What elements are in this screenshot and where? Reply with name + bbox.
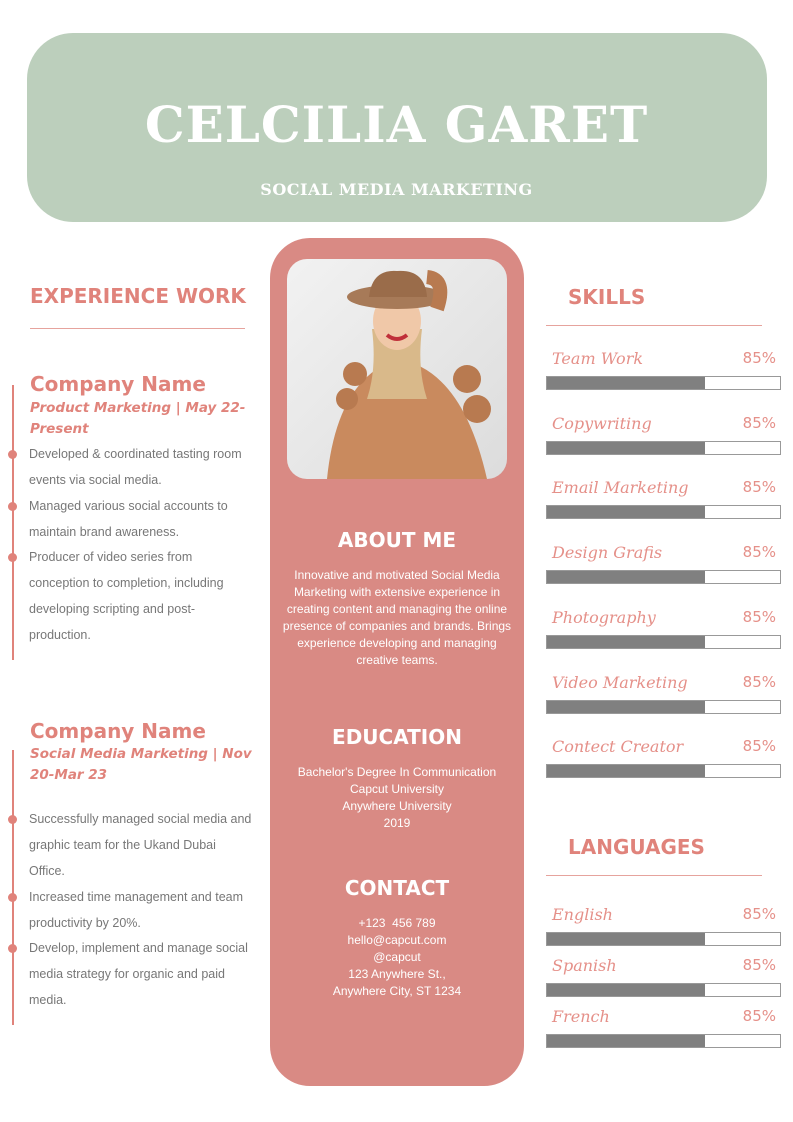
education-school: Capcut University	[349, 782, 445, 796]
job-bullet: Developed & coordinated tasting room eve…	[29, 447, 242, 487]
skills-bar	[546, 376, 781, 390]
skills-bar	[546, 634, 781, 649]
skills-percent: 85%	[742, 672, 776, 691]
languages-bar-fill	[547, 1035, 706, 1047]
bullet-dot	[8, 553, 17, 562]
skills-percent: 85%	[742, 737, 776, 756]
skills-bar-fill	[547, 700, 706, 713]
bullet-dot	[8, 944, 17, 953]
experience-divider	[30, 328, 245, 329]
job-title: Social Media Marketing | Nov 20-Mar 23	[30, 746, 252, 783]
languages-divider	[546, 875, 762, 876]
skills-label: Photography	[552, 607, 656, 627]
skills-bar-fill	[547, 571, 706, 584]
job-bullet: Develop, implement and manage social med…	[29, 941, 248, 1007]
skills-percent: 85%	[742, 607, 776, 626]
job-bullet: Producer of video series from conception…	[29, 550, 224, 642]
bullet-dot	[8, 502, 17, 511]
languages-bar-fill	[547, 984, 706, 996]
education-lines: Bachelor's Degree In Communication Capcu…	[280, 764, 514, 832]
person-photo-icon	[327, 270, 491, 479]
skills-bar	[546, 440, 781, 455]
skills-label: Contect Creator	[552, 737, 684, 757]
experience-heading: EXPERIENCE WORK	[30, 284, 246, 308]
education-degree: Bachelor's Degree In Communication	[297, 765, 497, 779]
skills-label: Video Marketing	[552, 672, 688, 692]
skills-bar-fill	[547, 635, 706, 648]
education-heading: EDUCATION	[332, 725, 462, 749]
languages-percent: 85%	[742, 956, 776, 974]
languages-heading: LANGUAGES	[568, 835, 705, 859]
contact-phone: +123 456 789	[358, 916, 436, 930]
job-bullet: Successfully managed social media and gr…	[29, 812, 252, 878]
job-title: Product Marketing | May 22-Present	[30, 400, 246, 437]
languages-label: French	[552, 1007, 610, 1026]
candidate-name: CELCILIA GARET	[144, 95, 649, 154]
bullet-dot	[8, 815, 17, 824]
timeline-line	[12, 385, 14, 660]
skills-percent: 85%	[742, 349, 776, 367]
company-name: Company Name	[30, 719, 206, 743]
languages-percent: 85%	[742, 905, 776, 923]
languages-bar	[546, 1034, 781, 1048]
timeline-line	[12, 750, 14, 1025]
skills-bar-fill	[547, 765, 706, 778]
job-bullet: Increased time management and team produ…	[29, 890, 244, 930]
skills-bar	[546, 505, 781, 520]
skills-heading: SKILLS	[568, 285, 646, 309]
languages-label: Spanish	[552, 956, 617, 975]
skills-bar	[546, 764, 781, 779]
contact-heading: CONTACT	[344, 876, 450, 900]
job-bullet: Managed various social accounts to maint…	[29, 499, 228, 539]
skills-bar	[546, 570, 781, 585]
skills-label: Copywriting	[552, 413, 652, 433]
skills-bar-fill	[547, 441, 706, 454]
skills-label: Email Marketing	[552, 478, 689, 498]
languages-label: English	[552, 905, 613, 924]
header-banner	[27, 33, 767, 222]
languages-bar-fill	[547, 933, 706, 945]
skills-divider	[546, 325, 762, 326]
bullet-dot	[8, 893, 17, 902]
candidate-role: SOCIAL MEDIA MARKETING	[260, 180, 533, 199]
skills-bar	[546, 699, 781, 714]
profile-photo	[287, 259, 507, 479]
skills-percent: 85%	[742, 543, 776, 562]
languages-percent: 85%	[742, 1007, 776, 1025]
skills-percent: 85%	[742, 478, 776, 497]
skills-label: Team Work	[552, 349, 644, 368]
education-university: Anywhere University	[342, 799, 452, 813]
skills-label: Design Grafis	[552, 543, 663, 563]
about-text: Innovative and motivated Social Media Ma…	[282, 568, 512, 667]
education-year: 2019	[383, 816, 411, 830]
contact-lines: +123 456 789 hello@capcut.com @capcut 12…	[280, 915, 514, 1000]
contact-handle: @capcut	[373, 950, 421, 964]
company-name: Company Name	[30, 372, 206, 396]
contact-address: 123 Anywhere St.,	[348, 967, 446, 981]
about-heading: ABOUT ME	[337, 528, 457, 552]
skills-percent: 85%	[742, 413, 776, 432]
languages-bar	[546, 983, 781, 997]
skills-bar-fill	[547, 377, 706, 389]
skills-bar-fill	[547, 506, 706, 519]
languages-bar	[546, 932, 781, 946]
bullet-dot	[8, 450, 17, 459]
contact-city: Anywhere City, ST 1234	[332, 984, 462, 998]
contact-email: hello@capcut.com	[347, 933, 447, 947]
